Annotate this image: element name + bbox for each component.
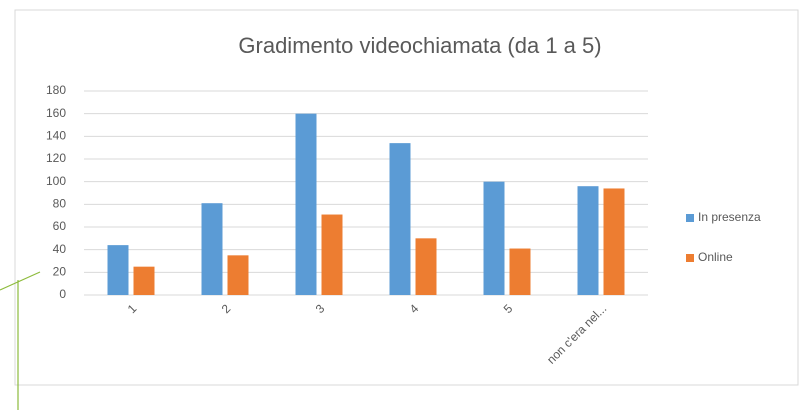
y-tick-label: 20 xyxy=(53,265,67,279)
decoration xyxy=(0,271,41,410)
bar xyxy=(321,214,343,295)
bar xyxy=(483,181,505,295)
chart-title: Gradimento videochiamata (da 1 a 5) xyxy=(238,33,601,58)
bar xyxy=(295,113,317,296)
bar xyxy=(577,186,599,295)
bar xyxy=(227,255,249,295)
legend-swatch xyxy=(686,254,694,262)
y-tick-label: 160 xyxy=(46,106,66,120)
legend-label: In presenza xyxy=(698,210,761,224)
bar xyxy=(389,143,411,295)
legend-label: Online xyxy=(698,250,733,264)
bar xyxy=(509,248,531,295)
y-tick-label: 0 xyxy=(59,287,66,301)
y-tick-label: 60 xyxy=(53,219,67,233)
bar xyxy=(107,245,129,295)
y-tick-label: 180 xyxy=(46,83,66,97)
bar xyxy=(201,203,223,295)
y-tick-label: 40 xyxy=(53,242,67,256)
bar xyxy=(415,238,437,295)
bar xyxy=(603,188,625,295)
bar xyxy=(133,266,155,295)
y-tick-label: 140 xyxy=(46,129,66,143)
y-tick-label: 100 xyxy=(46,174,66,188)
legend-swatch xyxy=(686,214,694,222)
y-tick-label: 120 xyxy=(46,151,66,165)
y-tick-label: 80 xyxy=(53,197,67,211)
